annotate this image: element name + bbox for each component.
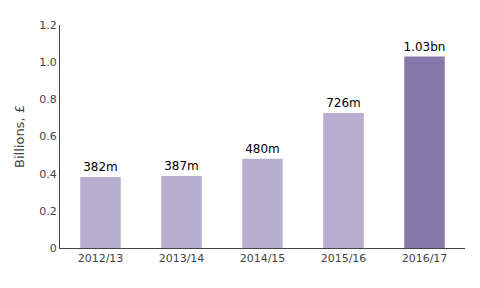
svg-text:2016/17: 2016/17: [402, 252, 448, 265]
svg-text:2014/15: 2014/15: [240, 252, 286, 265]
svg-text:0.4: 0.4: [39, 168, 57, 181]
svg-text:726m: 726m: [326, 96, 361, 110]
svg-text:1.03bn: 1.03bn: [404, 40, 446, 54]
svg-text:2015/16: 2015/16: [321, 252, 367, 265]
svg-text:387m: 387m: [164, 159, 199, 173]
svg-text:0.2: 0.2: [39, 205, 57, 218]
svg-text:480m: 480m: [245, 142, 280, 156]
svg-text:2013/14: 2013/14: [159, 252, 205, 265]
svg-text:382m: 382m: [83, 160, 118, 174]
svg-text:0.6: 0.6: [39, 130, 57, 143]
svg-text:2012/13: 2012/13: [78, 252, 124, 265]
svg-text:1.0: 1.0: [39, 56, 57, 69]
svg-text:Billions, £: Billions, £: [12, 105, 27, 168]
svg-text:0.8: 0.8: [39, 93, 57, 106]
svg-text:0: 0: [50, 242, 57, 255]
svg-text:1.2: 1.2: [39, 19, 57, 32]
